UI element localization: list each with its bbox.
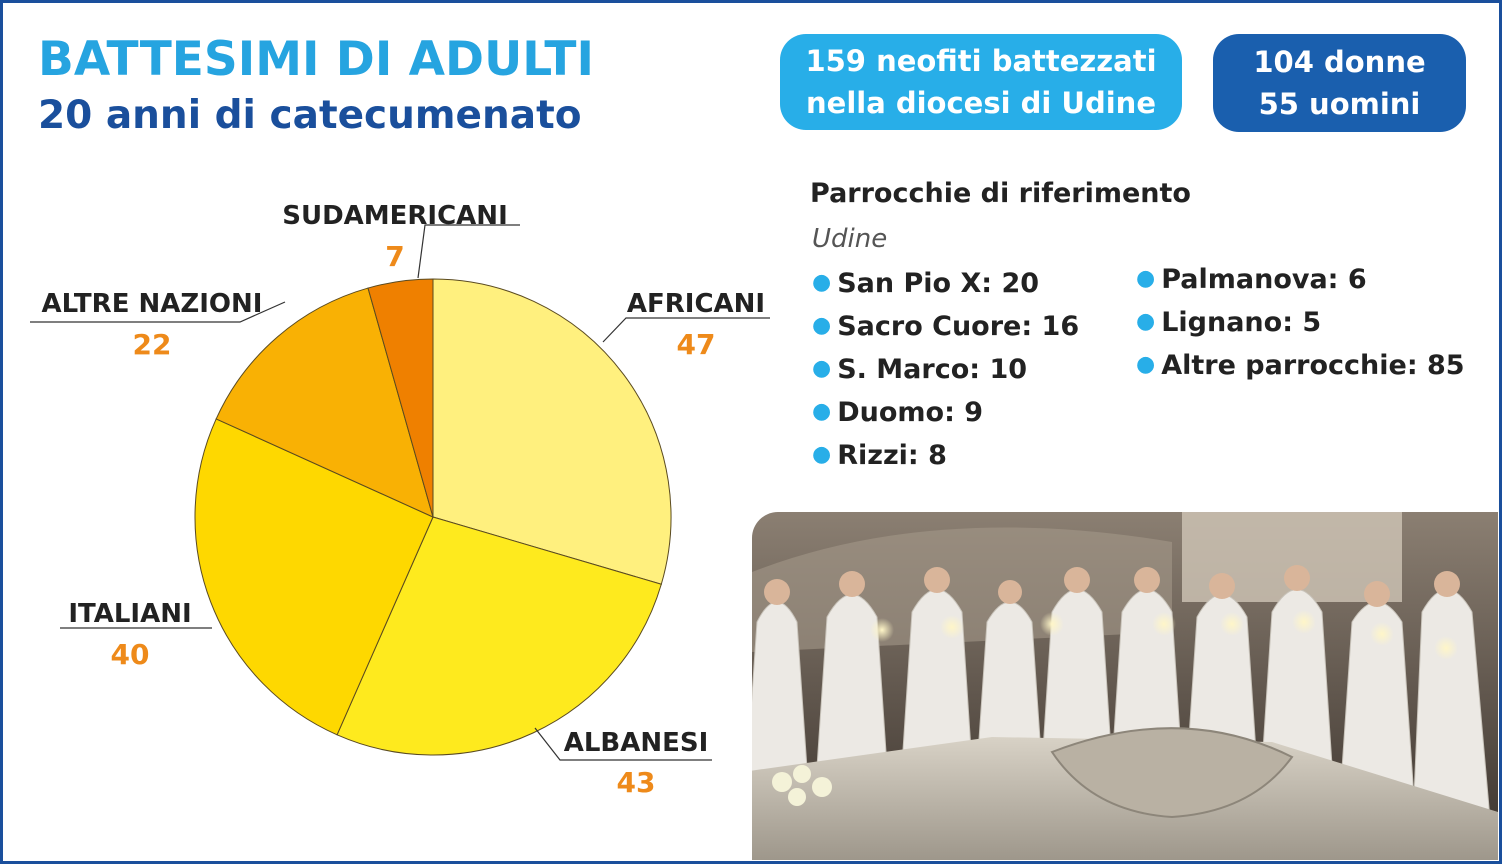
badge-line: 104 donne (1253, 45, 1426, 79)
bullet-icon: ● (812, 399, 832, 424)
slice-value-label: 22 (133, 328, 172, 361)
parish-entry: S. Marco: 10 (837, 354, 1028, 385)
parish-entry: Lignano: 5 (1161, 307, 1322, 338)
list-item: ● Palmanova: 6 (1136, 258, 1465, 301)
slice-value-label: 43 (617, 766, 656, 799)
bullet-icon: ● (812, 270, 832, 295)
bullet-icon: ● (1136, 352, 1156, 377)
slice-label: SUDAMERICANI (282, 201, 508, 231)
slice-label: AFRICANI (627, 289, 765, 319)
pie-slice (194, 418, 434, 736)
bullet-icon: ● (812, 356, 832, 381)
photo-illustration (752, 512, 1498, 860)
page-subtitle: 20 anni di catecumenato (38, 93, 582, 138)
badge-line: 55 uomini (1258, 87, 1421, 121)
slice-label: ALTRE NAZIONI (42, 289, 263, 319)
parish-entry: Altre parrocchie: 85 (1161, 350, 1465, 381)
pie-slice (336, 516, 662, 756)
parishes-city: Udine (812, 224, 888, 254)
total-neophytes-badge: 159 neofiti battezzati nella diocesi di … (780, 34, 1182, 130)
baptism-photo (752, 512, 1498, 860)
list-item: ● Duomo: 9 (812, 391, 1079, 434)
parish-list-2: ● Palmanova: 6 ● Lignano: 5 ● Altre parrocc… (1136, 258, 1465, 387)
list-item: ● Rizzi: 8 (812, 434, 1079, 477)
slice-label: ALBANESI (564, 728, 709, 758)
leader-line (534, 727, 712, 761)
slice-value-label: 40 (111, 638, 150, 671)
leader-line (30, 301, 286, 323)
list-item: ● S. Marco: 10 (812, 348, 1079, 391)
parish-entry: San Pio X: 20 (837, 268, 1040, 299)
list-item: ● Lignano: 5 (1136, 301, 1465, 344)
parish-entry: Palmanova: 6 (1161, 264, 1367, 295)
slice-value-label: 47 (677, 328, 716, 361)
list-item: ● Sacro Cuore: 16 (812, 305, 1079, 348)
parishes-title: Parrocchie di riferimento (810, 178, 1191, 209)
slice-value-label: 7 (385, 240, 404, 273)
parish-list-1: ● San Pio X: 20 ● Sacro Cuore: 16 ● S. Marc… (812, 262, 1079, 477)
pie-slice (215, 287, 434, 518)
leader-line (602, 317, 770, 343)
gender-split-badge: 104 donne 55 uomini (1213, 34, 1466, 132)
bullet-icon: ● (1136, 266, 1156, 291)
pie-slice (432, 278, 672, 585)
slice-label: ITALIANI (68, 599, 191, 629)
bullet-icon: ● (1136, 309, 1156, 334)
pie-chart: AFRICANI 47 ALBANESI 43 ITALIANI 40 ALTRE NAZI… (30, 201, 770, 799)
page-title: BATTESIMI DI ADULTI (38, 32, 594, 87)
bullet-icon: ● (812, 313, 832, 338)
parish-entry: Duomo: 9 (837, 397, 984, 428)
badge-line: nella diocesi di Udine (806, 86, 1156, 120)
badge-line: 159 neofiti battezzati (805, 44, 1157, 78)
list-item: ● Altre parrocchie: 85 (1136, 344, 1465, 387)
parish-entry: Rizzi: 8 (837, 440, 947, 471)
list-item: ● San Pio X: 20 (812, 262, 1079, 305)
leader-line (417, 224, 520, 279)
parish-entry: Sacro Cuore: 16 (837, 311, 1080, 342)
bullet-icon: ● (812, 442, 832, 467)
pie-slice (367, 278, 434, 518)
